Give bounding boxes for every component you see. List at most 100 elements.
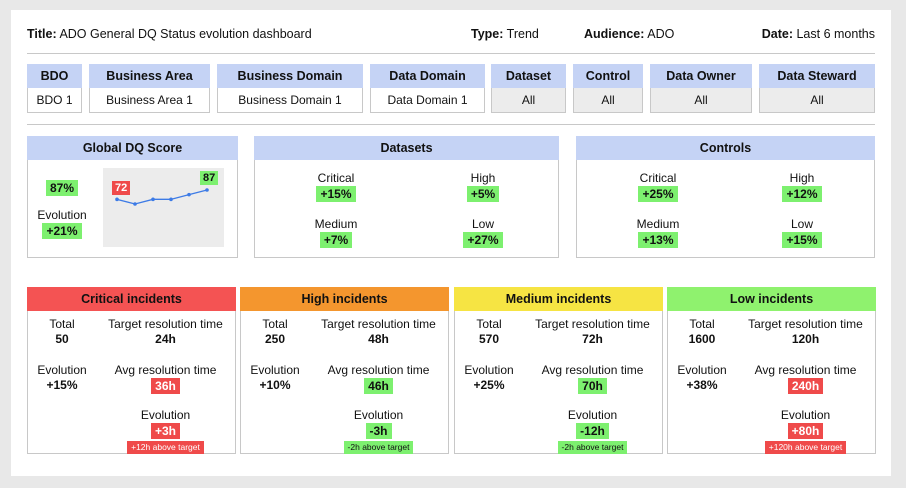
filter-value[interactable]: All: [491, 88, 566, 113]
value-badge: +25%: [638, 186, 678, 202]
incident-avg-evolution: Evolution -3h -2h above target: [311, 408, 446, 454]
incident-total: Total 1600: [688, 317, 716, 346]
incident-total: Total 570: [476, 317, 502, 346]
controls-panel: Controls Critical +25% High +12% Medium …: [576, 136, 875, 258]
dashboard-type: Type: Trend: [471, 27, 539, 41]
panel-title: Global DQ Score: [27, 136, 238, 160]
filter-label: Data Owner: [650, 64, 752, 88]
evolution-label: Evolution: [37, 208, 87, 222]
status-badge: +3h: [150, 423, 180, 439]
filter-bdo[interactable]: BDO BDO 1: [27, 64, 82, 113]
global-score: 87%: [34, 180, 90, 196]
sparkline-point: [133, 202, 137, 206]
incident-title: Low incidents: [667, 287, 876, 311]
target-note: -2h above target: [557, 441, 628, 454]
sparkline-point: [151, 197, 155, 202]
filter-label: Data Domain: [370, 64, 485, 88]
filter-value[interactable]: All: [759, 88, 875, 113]
sparkline-point: [115, 197, 119, 202]
incident-target-time: Target resolution time 48h: [321, 317, 436, 346]
incident-target-time: Target resolution time 24h: [108, 317, 223, 346]
filter-label: BDO: [27, 64, 82, 88]
global-evolution: Evolution +21%: [30, 208, 94, 239]
value-badge: +12%: [782, 186, 822, 202]
status-badge: 240h: [787, 378, 824, 394]
filter-value[interactable]: All: [650, 88, 752, 113]
global-dq-score-panel: Global DQ Score 87% Evolution +21% 72 87: [27, 136, 238, 258]
sparkline-svg: [115, 188, 209, 206]
incident-avg-time: Avg resolution time 70h: [541, 363, 644, 394]
incident-title: Medium incidents: [454, 287, 663, 311]
incident-avg-evolution: Evolution +80h +120h above target: [738, 408, 873, 454]
controls-critical: Critical +25%: [638, 171, 678, 202]
value-badge: +15%: [782, 232, 822, 248]
value-badge: +7%: [319, 232, 353, 248]
medium-incidents-panel: Medium incidents Total 570 Target resolut…: [454, 287, 663, 454]
controls-high: High +12%: [752, 171, 852, 202]
incident-total: Total 250: [262, 317, 288, 346]
filter-label: Dataset: [491, 64, 566, 88]
panel-title: Datasets: [254, 136, 559, 160]
filter-value[interactable]: Business Domain 1: [217, 88, 363, 113]
filter-control[interactable]: Control All: [573, 64, 643, 113]
low-incidents-panel: Low incidents Total 1600 Target resolutio…: [667, 287, 876, 454]
incident-evolution: Evolution +10%: [250, 363, 300, 392]
sparkline-line: [116, 189, 208, 205]
spark-end-label: 87: [200, 171, 219, 185]
evolution-badge: +21%: [42, 223, 82, 239]
status-badge: 70h: [578, 378, 607, 394]
datasets-panel: Datasets Critical +15% High +5% Medium +…: [254, 136, 559, 258]
datasets-medium: Medium +7%: [314, 217, 358, 248]
incident-title: High incidents: [240, 287, 449, 311]
incident-target-time: Target resolution time 120h: [748, 317, 863, 346]
filter-business-domain[interactable]: Business Domain Business Domain 1: [217, 64, 363, 113]
target-note: +120h above target: [764, 441, 847, 454]
incident-total: Total 50: [49, 317, 75, 346]
filter-value[interactable]: BDO 1: [27, 88, 82, 113]
dashboard-card: Title: ADO General DQ Status evolution d…: [11, 10, 891, 476]
incident-avg-evolution: Evolution -12h -2h above target: [525, 408, 660, 454]
status-badge: -3h: [365, 423, 392, 439]
status-badge: 46h: [364, 378, 393, 394]
value-badge: +5%: [466, 186, 500, 202]
panel-title: Controls: [576, 136, 875, 160]
sparkline-chart: 72 87: [103, 168, 224, 247]
incident-evolution: Evolution +25%: [464, 363, 514, 392]
dashboard-date: Date: Last 6 months: [761, 27, 875, 41]
incident-evolution: Evolution +38%: [677, 363, 727, 392]
filter-value[interactable]: Data Domain 1: [370, 88, 485, 113]
divider: [27, 124, 875, 125]
controls-low: Low +15%: [752, 217, 852, 248]
filter-label: Data Steward: [759, 64, 875, 88]
filter-value[interactable]: All: [573, 88, 643, 113]
filter-value[interactable]: Business Area 1: [89, 88, 210, 113]
value-badge: +13%: [638, 232, 678, 248]
incident-title: Critical incidents: [27, 287, 236, 311]
spark-start-label: 72: [112, 181, 131, 195]
filter-business-area[interactable]: Business Area Business Area 1: [89, 64, 210, 113]
filter-label: Business Domain: [217, 64, 363, 88]
incident-avg-time: Avg resolution time 36h: [114, 363, 217, 394]
incident-avg-time: Avg resolution time 240h: [754, 363, 857, 394]
dashboard-title: Title: ADO General DQ Status evolution d…: [27, 27, 312, 41]
filter-label: Control: [573, 64, 643, 88]
divider: [27, 53, 875, 54]
incident-target-time: Target resolution time 72h: [535, 317, 650, 346]
sparkline-point: [169, 197, 173, 202]
target-note: -2h above target: [343, 441, 414, 454]
target-note: +12h above target: [127, 441, 204, 454]
incident-evolution: Evolution +15%: [37, 363, 87, 392]
status-badge: 36h: [151, 378, 180, 394]
critical-incidents-panel: Critical incidents Total 50 Target resolu…: [27, 287, 236, 454]
score-badge: 87%: [45, 180, 79, 196]
filter-dataset[interactable]: Dataset All: [491, 64, 566, 113]
dashboard-audience: Audience: ADO: [584, 27, 675, 41]
filter-data-domain[interactable]: Data Domain Data Domain 1: [370, 64, 485, 113]
controls-medium: Medium +13%: [636, 217, 680, 248]
incident-avg-evolution: Evolution +3h +12h above target: [98, 408, 233, 454]
filter-data-owner[interactable]: Data Owner All: [650, 64, 752, 113]
sparkline-point: [187, 192, 191, 197]
filter-label: Business Area: [89, 64, 210, 88]
status-badge: +80h: [787, 423, 824, 439]
filter-data-steward[interactable]: Data Steward All: [759, 64, 875, 113]
